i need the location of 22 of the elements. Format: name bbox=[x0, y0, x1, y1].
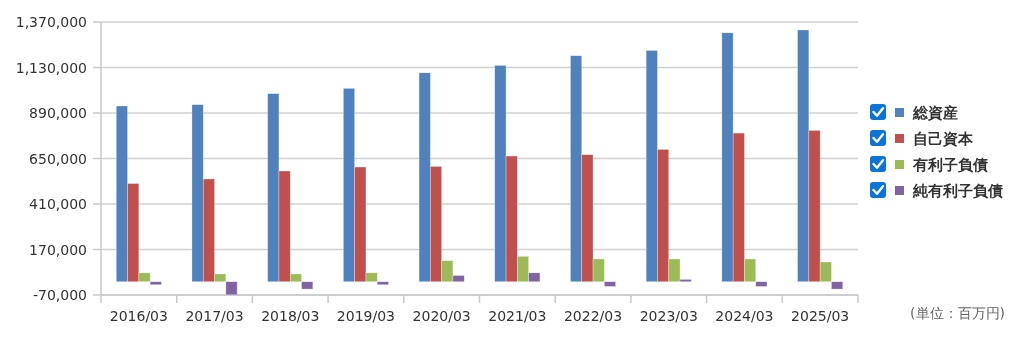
y-tick-label: -70,000 bbox=[32, 287, 87, 303]
y-tick-label: 410,000 bbox=[29, 196, 87, 212]
text: (単位：百万円) bbox=[910, 305, 1005, 321]
x-tick-label: 2018/03 bbox=[261, 308, 320, 324]
x-tick-label: 2020/03 bbox=[412, 308, 471, 324]
x-tick-label: 2024/03 bbox=[715, 308, 774, 324]
x-tick-label: 2016/03 bbox=[109, 308, 168, 324]
y-tick-label: 650,000 bbox=[29, 150, 87, 167]
y-tick-label: 170,000 bbox=[29, 241, 87, 258]
x-tick-label: 2019/03 bbox=[336, 308, 396, 324]
legend-label: 自己資本 bbox=[913, 130, 974, 148]
legend-label: 純有利子負債 bbox=[912, 182, 1003, 200]
y-tick-label: 1,130,000 bbox=[15, 59, 87, 76]
y-tick-label: 890,000 bbox=[29, 105, 87, 121]
x-tick-label: 2021/03 bbox=[488, 308, 547, 324]
x-tick-label: 2017/03 bbox=[185, 308, 244, 324]
legend-label: 総資産 bbox=[912, 104, 958, 122]
y-tick-label: 1,370,000 bbox=[15, 14, 87, 30]
x-tick-label: 2025/03 bbox=[791, 308, 850, 324]
x-tick-label: 2023/03 bbox=[639, 308, 698, 324]
legend-label: 有利子負債 bbox=[912, 156, 988, 174]
x-tick-label: 2022/03 bbox=[563, 308, 623, 324]
